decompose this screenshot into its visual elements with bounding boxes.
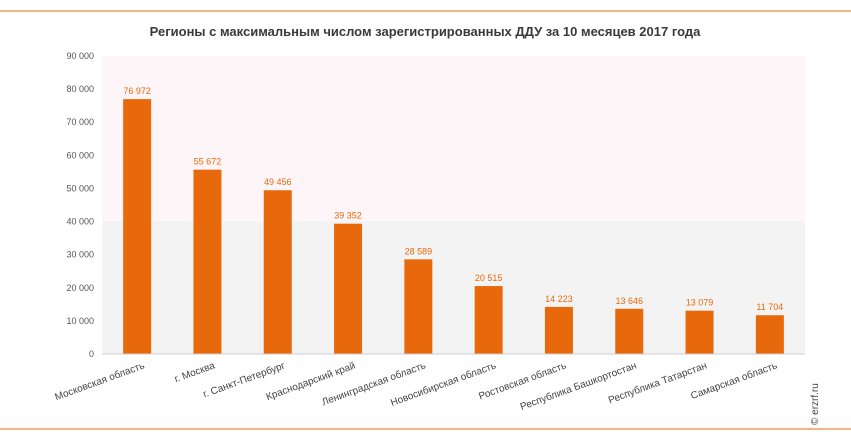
bar (474, 286, 503, 354)
bar (263, 190, 292, 354)
y-tick-label: 50 000 (66, 183, 94, 193)
x-tick-label: г. Москва (173, 360, 217, 385)
data-label: 20 515 (475, 273, 503, 283)
bar (755, 315, 784, 354)
y-tick-label: 0 (89, 349, 94, 359)
credit-text: © erzrf.ru (810, 383, 821, 425)
chart-title: Регионы с максимальным числом зарегистри… (150, 24, 701, 39)
data-label: 11 704 (756, 302, 783, 312)
bar (685, 310, 714, 354)
data-label: 76 972 (123, 86, 151, 96)
bar (334, 223, 363, 354)
data-label: 28 589 (405, 246, 433, 256)
y-tick-label: 40 000 (66, 217, 94, 227)
bar (544, 306, 573, 354)
x-tick-label: Республика Башкортостан (519, 360, 639, 413)
plot-area: 0 10 000 20 000 30 000 40 000 50 000 60 000 70 … (53, 51, 805, 413)
data-label: 49 456 (264, 177, 292, 187)
y-tick-label: 60 000 (66, 150, 94, 160)
bar (193, 169, 222, 354)
y-tick-label: 20 000 (66, 283, 94, 293)
y-tick-label: 80 000 (66, 84, 94, 94)
y-tick-label: 70 000 (66, 117, 94, 127)
data-label: 55 672 (194, 157, 222, 167)
y-tick-label: 30 000 (66, 250, 94, 260)
y-tick-label: 90 000 (66, 51, 94, 61)
bar (123, 99, 152, 355)
bar (615, 308, 644, 354)
bar (404, 259, 433, 354)
data-label: 14 223 (545, 294, 573, 304)
y-tick-label: 10 000 (66, 316, 94, 326)
x-tick-label: Московская область (53, 360, 146, 404)
data-label: 13 646 (615, 296, 643, 306)
data-label: 39 352 (334, 211, 362, 221)
data-label: 13 079 (686, 298, 714, 308)
